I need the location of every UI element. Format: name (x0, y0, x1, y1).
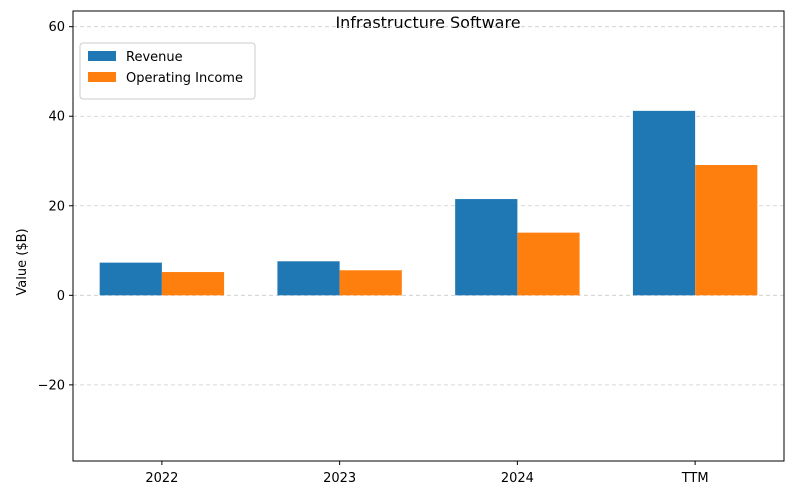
legend-label: Operating Income (126, 71, 243, 86)
y-tick-label: 0 (57, 289, 65, 304)
legend-box (79, 42, 256, 100)
bar-revenue (277, 261, 340, 296)
y-tick-label: 20 (48, 199, 65, 214)
bars (99, 110, 758, 296)
bar-operating-income (517, 232, 580, 296)
chart-title: Infrastructure Software (335, 13, 520, 32)
bar-operating-income (161, 272, 225, 296)
legend-swatch (88, 72, 116, 82)
y-tick-label: −20 (38, 378, 65, 393)
legend-swatch (88, 51, 116, 61)
y-tick-label: 60 (48, 20, 65, 35)
y-axis-label: Value ($B) (15, 228, 30, 295)
y-tick-label: 40 (48, 110, 65, 125)
x-axis-ticks: 2022 2023 2024 TTM (145, 461, 709, 486)
plot-frame (72, 10, 785, 462)
bar-revenue (632, 110, 696, 296)
bar-revenue (455, 199, 518, 296)
y-axis-ticks: −20 0 20 40 60 (38, 20, 73, 393)
bar-operating-income (695, 165, 758, 296)
bar-operating-income (339, 270, 402, 296)
bar-revenue (99, 262, 162, 296)
x-tick-label: 2024 (501, 471, 534, 486)
x-tick-label: 2022 (145, 471, 178, 486)
legend: Revenue Operating Income (79, 42, 256, 100)
x-tick-label: 2023 (323, 471, 356, 486)
legend-label: Revenue (126, 50, 183, 65)
x-tick-label: TTM (681, 471, 709, 486)
